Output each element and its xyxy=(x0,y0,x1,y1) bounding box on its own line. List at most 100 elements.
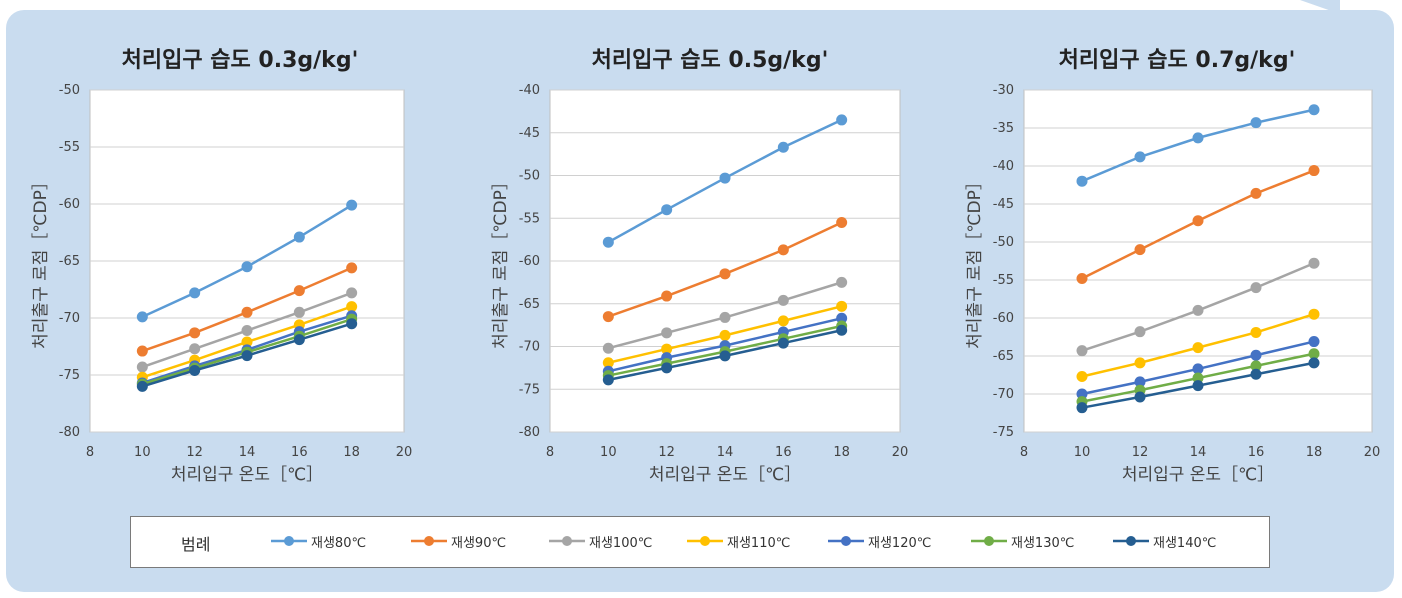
data-point xyxy=(1308,165,1320,177)
data-point xyxy=(836,217,848,229)
x-tick-label: 10 xyxy=(600,445,617,460)
chart-humidity-0-7: 처리입구 습도 0.7g/kg' -30 -35 -40 -45 -50 -55 -60 -6… xyxy=(962,26,1392,496)
legend-label: 재생140℃ xyxy=(1153,535,1217,551)
data-point xyxy=(661,343,673,355)
data-point xyxy=(189,364,201,376)
y-tick-label: -45 xyxy=(519,126,540,141)
data-point xyxy=(602,357,614,369)
y-tick-label: -65 xyxy=(59,254,80,269)
legend-title: 범례 xyxy=(181,535,211,554)
x-tick-label: 20 xyxy=(892,445,909,460)
data-point xyxy=(241,325,253,337)
chart-title: 처리입구 습도 0.7g/kg' xyxy=(1058,48,1296,73)
data-point xyxy=(293,334,305,346)
data-point xyxy=(1076,345,1088,357)
legend-label: 재생80℃ xyxy=(311,535,367,551)
y-tick-label: -40 xyxy=(993,159,1014,174)
data-point xyxy=(346,318,358,330)
chart-svg: -30 -35 -40 -45 -50 -55 -60 -65 -70 -75 8 10 12 14 16 1… xyxy=(965,83,1381,485)
y-tick-label: -50 xyxy=(59,83,80,98)
data-point xyxy=(1076,402,1088,414)
data-point xyxy=(1308,348,1320,360)
x-axis-label: 처리입구 온도［℃］ xyxy=(649,465,801,485)
x-tick-label: 18 xyxy=(1306,445,1323,460)
data-point xyxy=(346,199,358,211)
x-tick-label: 12 xyxy=(186,445,203,460)
legend-dot xyxy=(984,536,994,546)
x-tick-label: 12 xyxy=(658,445,675,460)
data-point xyxy=(777,315,789,327)
data-point xyxy=(136,361,148,373)
chart-humidity-0-5: 처리입구 습도 0.5g/kg' -40 -45 -50 -55 -60 -65 -70 -7… xyxy=(490,26,930,496)
data-point xyxy=(1192,342,1204,354)
data-point xyxy=(1134,151,1146,163)
x-tick-label: 20 xyxy=(1364,445,1381,460)
data-point xyxy=(1134,244,1146,256)
data-point xyxy=(1076,371,1088,383)
x-tick-label: 18 xyxy=(833,445,850,460)
legend-label: 재생90℃ xyxy=(451,535,507,551)
data-point xyxy=(836,114,848,126)
data-point xyxy=(777,294,789,306)
data-point xyxy=(346,287,358,299)
y-tick-label: -75 xyxy=(993,425,1014,440)
data-point xyxy=(661,362,673,374)
data-point xyxy=(189,327,201,339)
data-point xyxy=(1134,357,1146,369)
y-tick-label: -70 xyxy=(59,311,80,326)
y-tick-label: -55 xyxy=(59,140,80,155)
data-point xyxy=(136,380,148,392)
data-point xyxy=(1192,372,1204,384)
y-tick-label: -40 xyxy=(519,83,540,98)
data-point xyxy=(1076,175,1088,187)
data-point xyxy=(719,350,731,362)
y-tick-label: -60 xyxy=(519,254,540,269)
data-point xyxy=(293,306,305,318)
legend-item: 재생80℃ xyxy=(271,529,366,553)
y-tick-label: -70 xyxy=(519,340,540,355)
data-point xyxy=(1076,388,1088,400)
data-point xyxy=(346,301,358,313)
data-point xyxy=(293,231,305,243)
legend: 범례 재생80℃ 재생90℃ 재생100℃ 재생110℃ 재생120℃ 재생130℃ 재생1… xyxy=(130,516,1270,568)
legend-marker-icon xyxy=(828,536,864,546)
y-tick-label: -30 xyxy=(993,83,1014,98)
data-point xyxy=(1134,391,1146,403)
y-tick-label: -75 xyxy=(519,382,540,397)
data-point xyxy=(719,311,731,323)
y-axis-label: 처리출구 로점［℃DP］ xyxy=(491,173,511,349)
data-point xyxy=(1308,257,1320,269)
data-point xyxy=(1308,308,1320,320)
legend-marker-icon xyxy=(549,536,585,546)
data-point xyxy=(1192,132,1204,144)
legend-marker-icon xyxy=(411,536,447,546)
x-tick-label: 16 xyxy=(1248,445,1265,460)
x-tick-label: 10 xyxy=(1074,445,1091,460)
y-tick-label: -45 xyxy=(993,197,1014,212)
data-point xyxy=(1192,304,1204,316)
x-tick-label: 12 xyxy=(1132,445,1149,460)
data-point xyxy=(719,172,731,184)
data-point xyxy=(1250,117,1262,129)
chart-svg: -50 -55 -60 -65 -70 -75 -80 8 10 12 14 16 18 20 처리입구 온… xyxy=(31,83,412,485)
data-point xyxy=(602,311,614,323)
legend-label: 재생120℃ xyxy=(868,535,932,551)
y-tick-label: -70 xyxy=(993,387,1014,402)
x-tick-label: 14 xyxy=(1190,445,1207,460)
x-tick-label: 18 xyxy=(343,445,360,460)
legend-dot xyxy=(700,536,710,546)
y-tick-label: -50 xyxy=(519,169,540,184)
data-point xyxy=(1192,215,1204,227)
legend-dot xyxy=(1126,536,1136,546)
data-point xyxy=(1134,376,1146,388)
data-point xyxy=(136,345,148,357)
x-tick-label: 14 xyxy=(717,445,734,460)
data-point xyxy=(836,312,848,324)
legend-dot xyxy=(284,536,294,546)
legend-item: 재생90℃ xyxy=(411,529,506,553)
y-tick-label: -55 xyxy=(519,211,540,226)
data-point xyxy=(836,324,848,336)
data-point xyxy=(1250,187,1262,199)
data-point xyxy=(1192,363,1204,375)
data-point xyxy=(661,204,673,216)
